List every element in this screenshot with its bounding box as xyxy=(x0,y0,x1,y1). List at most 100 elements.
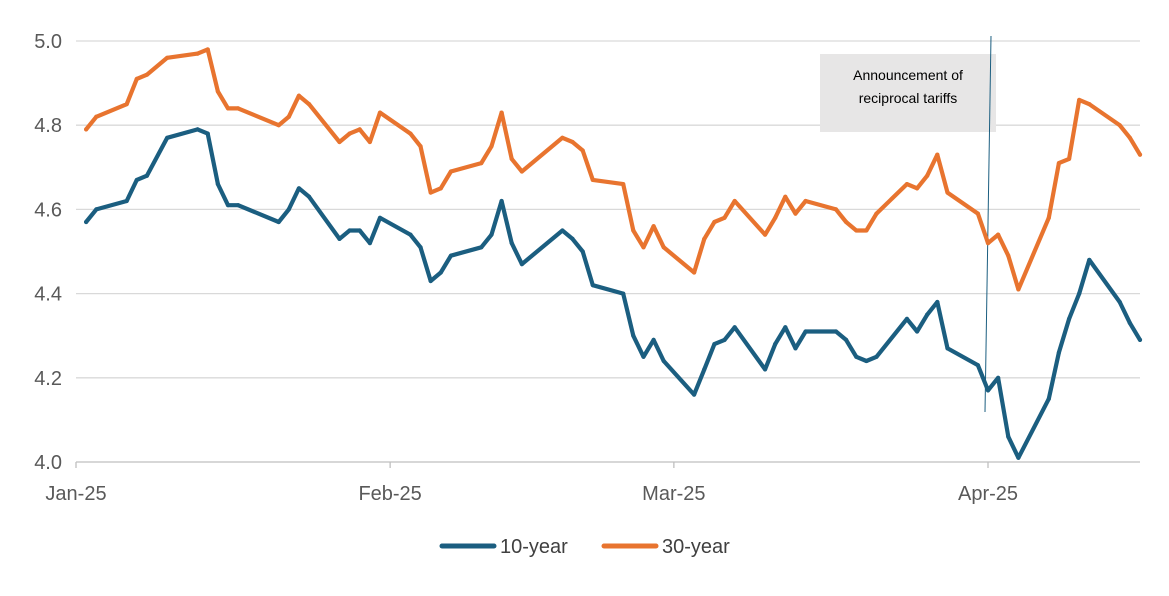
data-point-30-year xyxy=(205,47,210,52)
data-point-10-year xyxy=(144,173,150,178)
data-point-10-year xyxy=(438,270,443,275)
data-point-30-year xyxy=(367,139,372,145)
data-point-10-year xyxy=(1077,291,1082,296)
data-point-10-year xyxy=(195,127,200,132)
data-point-30-year xyxy=(773,215,778,220)
data-point-10-year xyxy=(1006,434,1011,439)
data-point-10-year xyxy=(205,131,210,136)
data-point-30-year xyxy=(844,219,849,225)
data-point-30-year xyxy=(631,228,636,233)
data-point-30-year xyxy=(1016,287,1021,292)
data-point-30-year xyxy=(418,144,423,149)
tariff-annotation: Announcement of reciprocal tariffs xyxy=(820,35,996,413)
data-point-10-year xyxy=(499,198,504,204)
data-point-30-year xyxy=(165,55,170,60)
data-point-10-year xyxy=(306,194,312,199)
data-point-10-year xyxy=(408,232,413,237)
data-point-10-year xyxy=(996,375,1001,380)
data-point-30-year xyxy=(803,198,808,204)
y-tick-label: 4.8 xyxy=(34,115,62,137)
data-point-30-year xyxy=(580,148,585,153)
data-point-10-year xyxy=(631,333,636,338)
data-point-30-year xyxy=(84,127,89,132)
annotation-line-2: reciprocal tariffs xyxy=(859,90,958,106)
x-axis: Jan-25 Feb-25 Mar-25 Apr-25 xyxy=(45,461,1140,505)
data-point-10-year xyxy=(296,186,302,191)
data-point-30-year xyxy=(347,131,352,136)
data-point-10-year xyxy=(519,262,524,267)
data-point-10-year xyxy=(1056,350,1062,355)
data-point-30-year xyxy=(783,194,788,199)
data-point-10-year xyxy=(1066,316,1072,321)
data-point-10-year xyxy=(377,215,383,220)
data-point-30-year xyxy=(337,139,342,145)
data-point-10-year xyxy=(783,325,788,330)
x-tick-label: Mar-25 xyxy=(642,483,705,505)
x-tick-label: Apr-25 xyxy=(958,483,1018,505)
data-point-10-year xyxy=(367,240,372,246)
data-point-10-year xyxy=(134,177,139,183)
data-point-10-year xyxy=(560,228,565,233)
data-point-10-year xyxy=(337,236,342,241)
data-point-10-year xyxy=(854,354,859,359)
data-point-30-year xyxy=(124,102,129,107)
data-point-10-year xyxy=(692,392,697,397)
data-point-10-year xyxy=(286,207,291,212)
series-line-10-year xyxy=(83,127,1143,460)
series-line-30-year xyxy=(83,47,1143,292)
data-point-30-year xyxy=(408,131,413,136)
data-point-30-year xyxy=(651,224,656,229)
data-point-10-year xyxy=(479,245,484,250)
data-point-30-year xyxy=(996,232,1001,237)
data-point-30-year xyxy=(144,72,150,77)
data-point-30-year xyxy=(286,114,291,119)
data-point-30-year xyxy=(732,198,737,204)
data-point-30-year xyxy=(570,139,575,145)
data-point-10-year xyxy=(489,232,494,237)
data-point-10-year xyxy=(215,182,220,187)
data-point-10-year xyxy=(773,342,778,347)
data-point-30-year xyxy=(377,110,383,115)
data-point-10-year xyxy=(661,358,666,364)
data-point-10-year xyxy=(975,363,980,368)
data-point-10-year xyxy=(84,219,89,225)
legend-label-10-year: 10-year xyxy=(500,536,568,558)
data-point-30-year xyxy=(712,219,717,225)
x-tick-label: Feb-25 xyxy=(358,483,421,505)
data-point-10-year xyxy=(94,207,99,212)
data-point-30-year xyxy=(641,245,646,250)
data-point-10-year xyxy=(1137,337,1143,343)
data-point-10-year xyxy=(651,337,656,343)
data-point-30-year xyxy=(904,182,910,187)
data-point-10-year xyxy=(904,316,910,321)
data-point-10-year xyxy=(357,228,362,233)
data-point-30-year xyxy=(236,106,241,111)
data-point-30-year xyxy=(833,207,839,212)
data-point-10-year xyxy=(165,135,170,140)
data-point-30-year xyxy=(134,76,139,81)
data-point-30-year xyxy=(793,211,798,216)
data-point-30-year xyxy=(509,156,514,161)
data-point-30-year xyxy=(1137,152,1143,157)
data-point-10-year xyxy=(225,203,231,208)
data-point-10-year xyxy=(1087,257,1092,263)
data-point-10-year xyxy=(914,329,920,334)
data-point-10-year xyxy=(276,219,281,225)
data-point-10-year xyxy=(935,299,940,305)
data-point-30-year xyxy=(590,177,595,183)
data-point-10-year xyxy=(590,283,595,288)
data-point-10-year xyxy=(985,388,991,393)
series-points-10-year xyxy=(84,127,1143,460)
data-point-30-year xyxy=(296,93,302,98)
data-point-30-year xyxy=(225,106,231,111)
data-point-30-year xyxy=(935,152,940,157)
data-point-10-year xyxy=(570,236,575,241)
y-tick-label: 5.0 xyxy=(34,31,62,53)
data-point-10-year xyxy=(580,249,585,254)
data-point-30-year xyxy=(722,215,727,220)
data-point-30-year xyxy=(702,236,707,241)
data-point-30-year xyxy=(925,173,930,178)
data-point-30-year xyxy=(306,102,312,107)
data-point-10-year xyxy=(236,203,241,208)
